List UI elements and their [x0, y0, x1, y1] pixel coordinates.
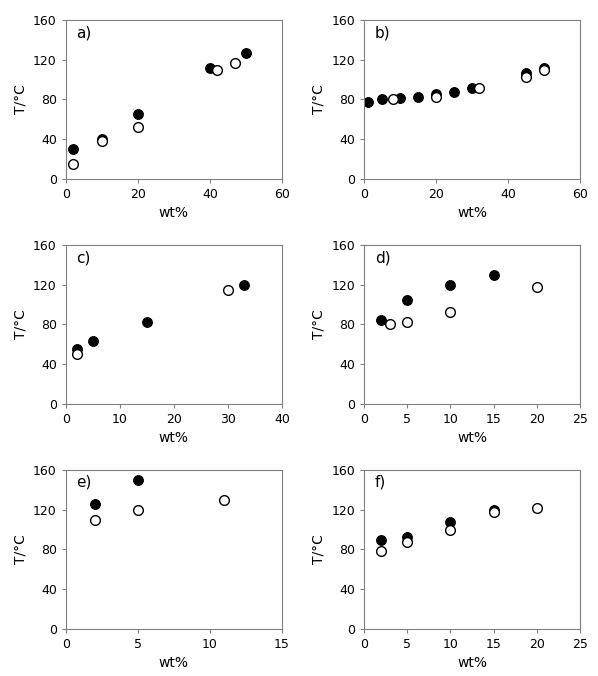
- Text: a): a): [77, 25, 92, 40]
- Text: f): f): [375, 475, 386, 490]
- Y-axis label: T/°C: T/°C: [312, 535, 326, 564]
- X-axis label: wt%: wt%: [159, 431, 189, 445]
- Y-axis label: T/°C: T/°C: [312, 310, 326, 339]
- X-axis label: wt%: wt%: [457, 431, 487, 445]
- X-axis label: wt%: wt%: [457, 206, 487, 220]
- Y-axis label: T/°C: T/°C: [13, 535, 28, 564]
- Text: c): c): [77, 250, 91, 265]
- X-axis label: wt%: wt%: [457, 656, 487, 671]
- X-axis label: wt%: wt%: [159, 206, 189, 220]
- Text: d): d): [375, 250, 390, 265]
- Text: e): e): [77, 475, 92, 490]
- Y-axis label: T/°C: T/°C: [312, 84, 326, 114]
- Y-axis label: T/°C: T/°C: [13, 84, 28, 114]
- X-axis label: wt%: wt%: [159, 656, 189, 671]
- Y-axis label: T/°C: T/°C: [13, 310, 28, 339]
- Text: b): b): [375, 25, 390, 40]
